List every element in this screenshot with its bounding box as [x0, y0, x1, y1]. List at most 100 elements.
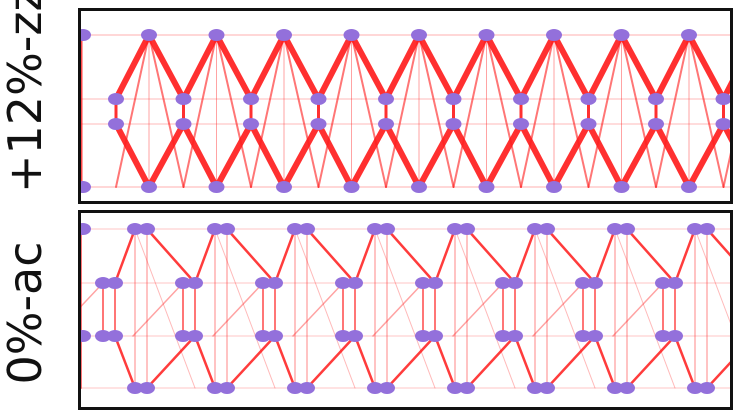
atom-node: [513, 93, 529, 105]
bond-edge: [620, 34, 657, 188]
bond-edge: [418, 34, 455, 188]
bond-edge: [625, 334, 677, 390]
atom-node: [343, 181, 360, 193]
panel-label-top: +12%-zz: [0, 0, 52, 193]
atom-node: [343, 29, 360, 41]
atom-node: [243, 118, 259, 130]
bond-edge: [281, 121, 322, 190]
atom-node: [127, 382, 143, 394]
atom-node: [299, 223, 315, 235]
bond-edge: [348, 121, 389, 190]
atom-node: [81, 223, 91, 235]
bond-edge: [433, 227, 457, 285]
bond-edge: [383, 121, 422, 190]
bond-edge: [305, 334, 357, 390]
bond-edge: [132, 282, 184, 337]
atom-node: [207, 223, 223, 235]
armchair-lattice-panel: [78, 210, 733, 410]
atom-node: [187, 330, 203, 342]
bond-edge: [193, 334, 217, 390]
atom-node: [141, 29, 157, 41]
atom-node: [539, 223, 555, 235]
bond-edge: [315, 121, 355, 190]
atom-node: [495, 277, 511, 289]
bond-edge: [348, 32, 389, 102]
bond-edge: [145, 334, 197, 390]
atom-node: [507, 277, 523, 289]
atom-node: [207, 382, 223, 394]
zigzag-lattice-panel: [78, 8, 733, 204]
bond-edge: [720, 79, 730, 102]
bond-edge: [416, 121, 457, 190]
atom-node: [607, 382, 623, 394]
bond-edge: [353, 334, 377, 390]
bond-edge: [587, 34, 623, 188]
atom-node: [267, 277, 283, 289]
bond-edge: [294, 228, 356, 389]
atom-node: [287, 223, 303, 235]
atom-node: [527, 223, 543, 235]
bond-edge: [225, 334, 277, 390]
atom-node: [299, 382, 315, 394]
bond-edge: [614, 228, 676, 389]
atom-node: [107, 330, 123, 342]
bond-edge: [653, 32, 692, 102]
bond-edge: [720, 121, 730, 143]
bond-edge: [454, 228, 516, 389]
atom-node: [276, 181, 292, 193]
atom-node: [335, 330, 351, 342]
bond-edge: [180, 121, 220, 190]
bond-edge: [551, 32, 592, 102]
bond-edge: [485, 34, 522, 188]
atom-node: [546, 181, 562, 193]
bond-edge: [450, 32, 490, 102]
atom-node: [411, 29, 427, 41]
atom-node: [715, 93, 730, 105]
atom-node: [655, 330, 671, 342]
bond-edge: [134, 228, 196, 389]
atom-node: [208, 29, 225, 41]
atom-node: [347, 277, 363, 289]
bond-edge: [273, 227, 297, 285]
atom-node: [287, 382, 303, 394]
bond-edge: [115, 34, 150, 188]
bond-edge: [317, 34, 353, 188]
atom-node: [613, 181, 630, 193]
bond-edge: [113, 32, 152, 102]
bond-edge: [146, 32, 187, 102]
atom-node: [108, 118, 124, 130]
bond-edge: [146, 121, 187, 190]
bond-edge: [305, 227, 357, 285]
bond-edge: [618, 121, 659, 190]
atom-node: [575, 277, 591, 289]
atom-node: [415, 330, 431, 342]
bond-edge: [518, 32, 557, 102]
bond-edge: [452, 282, 504, 337]
armchair-lattice-graph: [81, 223, 730, 394]
bond-edge: [653, 121, 692, 190]
atom-node: [607, 223, 623, 235]
atom-node: [95, 330, 111, 342]
bond-edge: [81, 282, 104, 308]
bond-edge: [686, 32, 727, 102]
atom-node: [108, 93, 124, 105]
bond-edge: [385, 227, 437, 285]
bond-edge: [452, 34, 488, 188]
atom-node: [619, 223, 635, 235]
atom-node: [648, 118, 664, 130]
atom-node: [587, 277, 603, 289]
atom-node: [139, 223, 155, 235]
atom-node: [175, 93, 192, 105]
atom-node: [208, 181, 225, 193]
bond-edge: [113, 227, 137, 285]
bond-edge: [315, 32, 355, 102]
atom-node: [255, 277, 271, 289]
bond-edge: [385, 334, 437, 390]
bond-edge: [248, 32, 287, 102]
bond-edge: [545, 227, 597, 285]
bond-edge: [353, 227, 377, 285]
atom-node: [445, 93, 462, 105]
bond-edge: [225, 227, 277, 285]
bond-edge: [450, 121, 490, 190]
atom-node: [95, 277, 111, 289]
